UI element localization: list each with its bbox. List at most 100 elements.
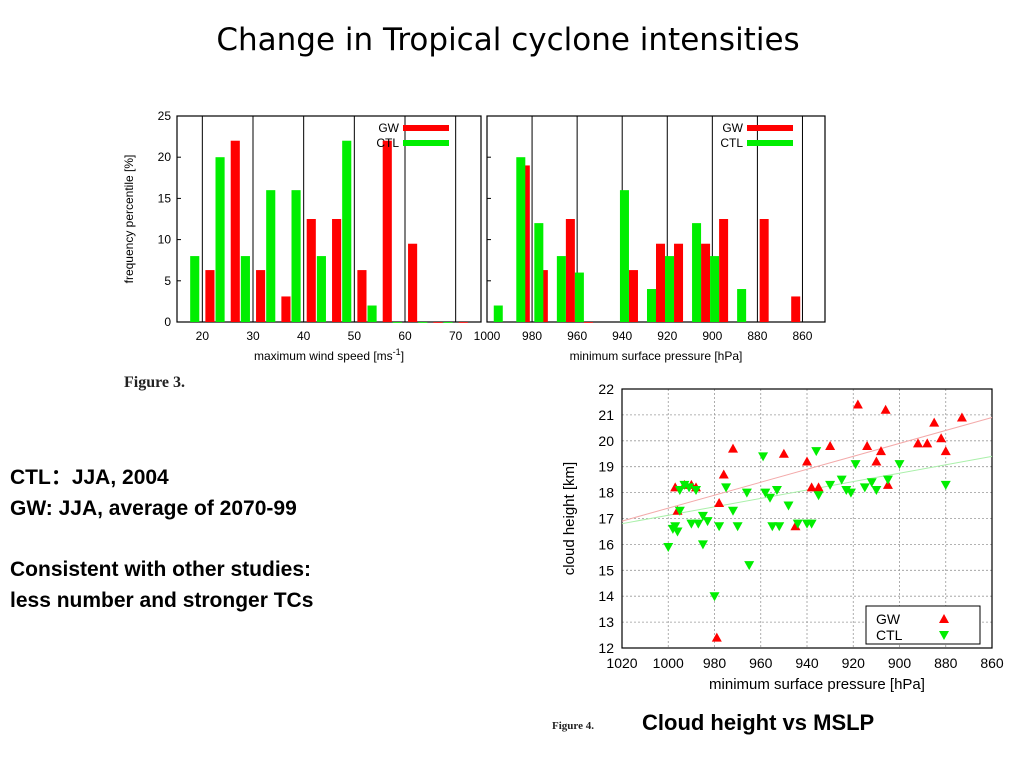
point-gw — [825, 440, 836, 450]
point-gw — [880, 404, 891, 414]
point-ctl — [806, 519, 817, 529]
x-axis-label: minimum surface pressure [hPa] — [709, 676, 925, 693]
bar-gw — [281, 296, 291, 322]
x-tick-label: 1020 — [606, 655, 637, 671]
figure4-caption: Cloud height vs MSLP — [642, 710, 875, 735]
x-tick-label: 880 — [934, 655, 958, 671]
bar-ctl — [418, 322, 428, 323]
x-tick-label: 960 — [749, 655, 773, 671]
point-gw — [711, 632, 722, 642]
x-tick-label: 50 — [348, 329, 362, 343]
x-tick-label: 980 — [522, 329, 542, 343]
notes-line-ctl: CTL：JJA, 2004 — [10, 466, 169, 489]
figure3-label: Figure 3. — [124, 374, 186, 391]
point-gw — [778, 448, 789, 458]
bar-ctl — [692, 223, 702, 322]
bar-gw — [357, 270, 367, 322]
bar-gw — [230, 140, 240, 322]
point-ctl — [836, 475, 847, 485]
figure4-scatter-panel: 1020 1000 980 960 940 920 900 880 860 12 13 14 15 16 1… — [561, 381, 1004, 693]
bar-ctl — [392, 322, 402, 323]
x-tick-label: 960 — [567, 329, 587, 343]
bar-gw — [719, 219, 729, 322]
point-ctl — [771, 486, 782, 496]
y-tick-label: 19 — [598, 459, 614, 475]
y-tick-label: 10 — [158, 233, 172, 247]
bar-ctl — [619, 190, 629, 322]
y-tick-label: 16 — [598, 536, 614, 552]
point-gw — [936, 433, 947, 443]
notes-line-gw: GW: JJA, average of 2070-99 — [10, 497, 297, 520]
point-ctl — [679, 480, 690, 490]
point-gw — [714, 497, 725, 507]
point-ctl — [783, 501, 794, 511]
x-tick-label: 860 — [792, 329, 812, 343]
point-ctl — [674, 506, 685, 516]
bar-ctl — [737, 289, 747, 322]
bar-ctl — [646, 289, 656, 322]
point-ctl — [940, 480, 951, 490]
point-ctl — [813, 491, 824, 501]
gw-fit-line — [621, 417, 993, 522]
point-ctl — [811, 447, 822, 457]
y-tick-label: 15 — [158, 191, 172, 205]
point-ctl — [663, 542, 674, 552]
point-ctl — [760, 488, 771, 498]
notes-line-conclusion-2: less number and stronger TCs — [10, 589, 314, 612]
point-gw — [940, 446, 951, 456]
bar-ctl — [215, 157, 225, 322]
bar-ctl — [316, 256, 326, 322]
y-tick-label: 5 — [164, 274, 171, 288]
x-tick-label: 860 — [980, 655, 1004, 671]
point-ctl — [894, 460, 905, 470]
point-gw — [718, 469, 729, 479]
point-ctl — [697, 540, 708, 550]
y-tick-label: 20 — [158, 150, 172, 164]
point-ctl — [758, 452, 769, 462]
y-tick-label: 25 — [158, 109, 172, 123]
bar-ctl — [556, 256, 566, 322]
point-ctl — [674, 486, 685, 496]
point-ctl — [882, 475, 893, 485]
point-ctl — [850, 460, 861, 470]
legend-label: GW — [722, 121, 743, 135]
bar-ctl — [493, 305, 503, 322]
x-axis-label: maximum wind speed [ms-1] — [254, 347, 404, 363]
y-tick-label: 17 — [598, 511, 614, 527]
y-tick-label: 22 — [598, 381, 614, 397]
bar-ctl — [534, 223, 544, 322]
bar-ctl — [367, 305, 377, 322]
panel-frame — [176, 115, 482, 323]
bar-ctl — [342, 140, 352, 322]
bar-gw — [256, 270, 266, 322]
point-ctl — [684, 483, 695, 493]
bar-gw — [701, 243, 711, 322]
x-tick-label: 900 — [888, 655, 912, 671]
bar-gw — [759, 219, 769, 322]
bar-gw — [791, 296, 801, 322]
point-gw — [813, 482, 824, 492]
x-tick-label: 20 — [196, 329, 210, 343]
y-tick-label: 20 — [598, 433, 614, 449]
legend-label: GW — [378, 121, 399, 135]
bar-gw — [306, 219, 316, 322]
notes-line-conclusion-1: Consistent with other studies: — [10, 558, 312, 581]
x-tick-label: 1000 — [474, 329, 501, 343]
point-ctl — [825, 480, 836, 490]
bar-gw — [332, 219, 342, 322]
bar-ctl — [710, 256, 720, 322]
page-title: Change in Tropical cyclone intensities — [216, 22, 800, 58]
point-gw — [913, 438, 923, 448]
point-ctl — [721, 483, 732, 493]
legend-marker-ctl — [939, 631, 949, 640]
x-tick-label: 940 — [612, 329, 632, 343]
x-tick-label: 980 — [703, 655, 727, 671]
point-gw — [929, 417, 940, 427]
bar-ctl — [266, 190, 276, 322]
point-ctl — [859, 483, 870, 493]
point-ctl — [866, 478, 877, 488]
bar-ctl — [665, 256, 675, 322]
x-tick-label: 70 — [449, 329, 463, 343]
point-ctl — [672, 527, 683, 537]
bar-gw — [433, 322, 443, 323]
